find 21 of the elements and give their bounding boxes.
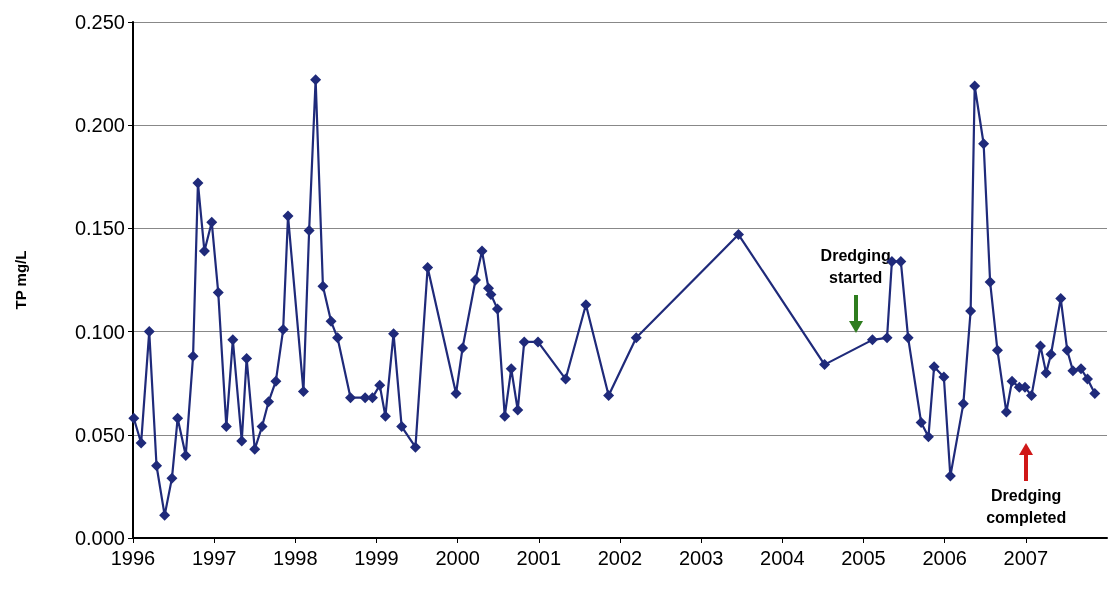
y-axis-title: TP mg/L — [12, 250, 29, 310]
x-tick-label: 2003 — [678, 547, 724, 569]
x-tick-label: 1999 — [354, 547, 399, 569]
x-tick-label: 2007 — [1003, 547, 1049, 569]
y-tick-label: 0.200 — [74, 114, 125, 137]
y-tick-label: 0.000 — [74, 527, 125, 549]
y-tick-label: 0.100 — [74, 320, 125, 343]
annotation: Dredging completed — [986, 487, 1067, 527]
x-tick-label: 1996 — [110, 547, 156, 569]
x-tick-label: 2004 — [760, 547, 805, 569]
x-tick-label: 2000 — [435, 547, 480, 569]
annotation: Dredging started — [820, 247, 891, 287]
x-tick-label: 2006 — [922, 547, 967, 569]
x-tick-label: 1997 — [191, 547, 237, 569]
y-tick-label: 0.250 — [74, 11, 125, 33]
x-tick-label: 2001 — [516, 547, 562, 569]
y-tick-label: 0.150 — [74, 217, 125, 240]
x-tick-label: 1998 — [273, 547, 318, 569]
y-tick-label: 0.050 — [74, 423, 125, 446]
x-tick-label: 2005 — [841, 547, 886, 569]
x-tick-label: 2002 — [597, 547, 643, 569]
